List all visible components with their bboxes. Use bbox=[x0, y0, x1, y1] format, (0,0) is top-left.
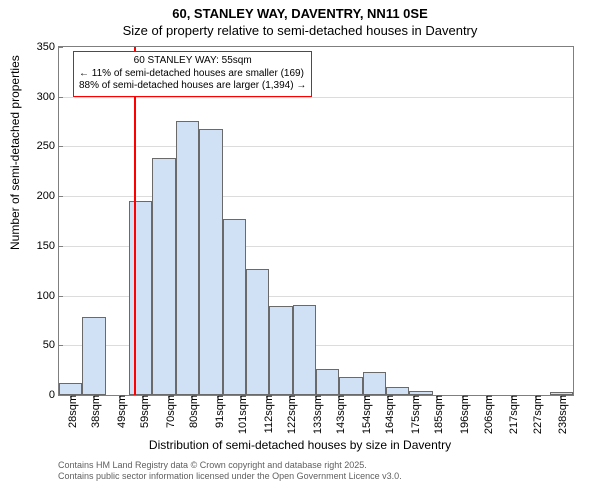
x-tick-label: 175sqm bbox=[406, 395, 422, 434]
gridline bbox=[59, 97, 573, 98]
histogram-bar bbox=[363, 372, 386, 395]
histogram-bar bbox=[129, 201, 152, 395]
histogram-bar bbox=[269, 306, 292, 395]
y-tick-label: 200 bbox=[37, 190, 59, 202]
y-tick-label: 50 bbox=[43, 339, 59, 351]
histogram-bar bbox=[199, 129, 222, 395]
attrib-line1: Contains HM Land Registry data © Crown c… bbox=[58, 460, 402, 471]
annot-line2: ← 11% of semi-detached houses are smalle… bbox=[79, 68, 306, 81]
x-tick-label: 206sqm bbox=[479, 395, 495, 434]
histogram-bar bbox=[386, 387, 409, 395]
y-tick-label: 150 bbox=[37, 240, 59, 252]
attrib-line2: Contains public sector information licen… bbox=[58, 471, 402, 482]
x-tick-label: 238sqm bbox=[553, 395, 569, 434]
chart-title-main: 60, STANLEY WAY, DAVENTRY, NN11 0SE bbox=[0, 0, 600, 21]
histogram-bar bbox=[409, 391, 432, 395]
histogram-bar bbox=[339, 377, 362, 395]
x-tick-label: 112sqm bbox=[259, 395, 275, 433]
histogram-bar bbox=[152, 158, 175, 395]
x-tick-label: 59sqm bbox=[135, 395, 151, 428]
plot-area: 05010015020025030035028sqm38sqm49sqm59sq… bbox=[58, 46, 574, 396]
x-tick-label: 38sqm bbox=[86, 395, 102, 428]
annot-line3: 88% of semi-detached houses are larger (… bbox=[79, 80, 306, 93]
histogram-bar bbox=[223, 219, 246, 395]
histogram-bar bbox=[59, 383, 82, 395]
x-tick-label: 49sqm bbox=[112, 395, 128, 428]
y-tick-label: 0 bbox=[49, 389, 59, 401]
attribution: Contains HM Land Registry data © Crown c… bbox=[58, 460, 402, 482]
gridline bbox=[59, 196, 573, 197]
reference-line bbox=[134, 47, 136, 395]
histogram-bar bbox=[246, 269, 269, 395]
annotation-box: 60 STANLEY WAY: 55sqm ← 11% of semi-deta… bbox=[73, 51, 312, 97]
x-tick-label: 91sqm bbox=[210, 395, 226, 428]
gridline bbox=[59, 146, 573, 147]
y-tick-label: 100 bbox=[37, 290, 59, 302]
x-tick-label: 227sqm bbox=[528, 395, 544, 434]
x-tick-label: 185sqm bbox=[429, 395, 445, 434]
x-tick-label: 28sqm bbox=[63, 395, 79, 428]
x-tick-label: 143sqm bbox=[331, 395, 347, 434]
y-axis-label: Number of semi-detached properties bbox=[8, 55, 22, 250]
histogram-bar bbox=[316, 369, 339, 395]
histogram-bar bbox=[293, 305, 316, 395]
x-tick-label: 217sqm bbox=[504, 395, 520, 434]
y-tick-label: 250 bbox=[37, 140, 59, 152]
x-tick-label: 133sqm bbox=[308, 395, 324, 434]
x-tick-label: 164sqm bbox=[380, 395, 396, 434]
histogram-bar bbox=[82, 317, 105, 395]
y-tick-label: 350 bbox=[37, 41, 59, 53]
chart-area: Number of semi-detached properties 05010… bbox=[0, 40, 600, 460]
annot-line1: 60 STANLEY WAY: 55sqm bbox=[79, 55, 306, 68]
x-tick-label: 154sqm bbox=[357, 395, 373, 434]
chart-title-sub: Size of property relative to semi-detach… bbox=[0, 21, 600, 42]
y-tick-label: 300 bbox=[37, 91, 59, 103]
x-axis-label: Distribution of semi-detached houses by … bbox=[0, 438, 600, 452]
x-tick-label: 122sqm bbox=[282, 395, 298, 434]
x-tick-label: 101sqm bbox=[233, 395, 249, 434]
x-tick-label: 70sqm bbox=[161, 395, 177, 428]
x-tick-label: 196sqm bbox=[455, 395, 471, 434]
x-tick-label: 80sqm bbox=[184, 395, 200, 428]
histogram-bar bbox=[176, 121, 199, 395]
histogram-bar bbox=[550, 392, 573, 395]
